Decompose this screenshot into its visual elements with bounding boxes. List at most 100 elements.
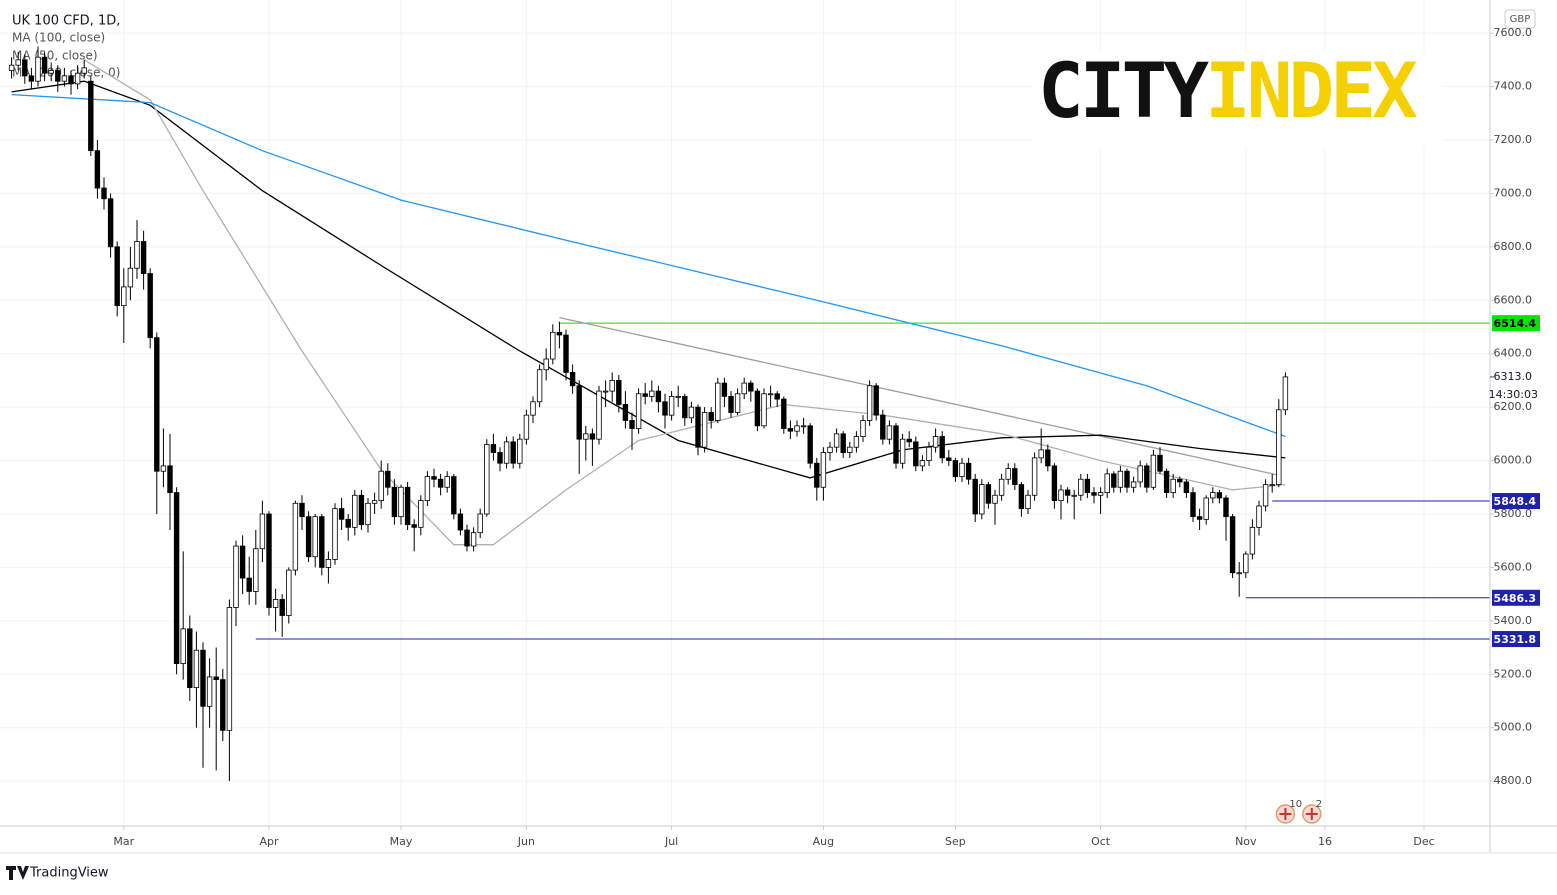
candle-body <box>94 150 101 189</box>
candle-body <box>992 494 998 504</box>
candle-body <box>61 75 68 82</box>
candle-body <box>939 436 945 459</box>
candle-body <box>444 476 450 488</box>
candle-body <box>814 462 820 488</box>
candle-body <box>946 457 952 461</box>
y-tick-label: 7400.0 <box>1494 80 1533 93</box>
candle-body <box>662 401 668 416</box>
candle-body <box>602 390 609 393</box>
candle-body <box>1051 465 1058 502</box>
candle-body <box>272 599 279 608</box>
candle-body <box>754 390 761 427</box>
current-price-label: 6313.0 <box>1494 370 1533 383</box>
candle-body <box>913 441 919 467</box>
candle-body <box>279 599 285 616</box>
candle-body <box>206 676 213 707</box>
currency: GBP <box>1510 14 1531 25</box>
candle-body <box>926 446 932 461</box>
candle-body <box>866 385 873 421</box>
x-tick-label: Dec <box>1413 835 1434 848</box>
candle-body <box>589 433 596 440</box>
candle-body <box>563 334 569 373</box>
candle-body <box>292 502 299 571</box>
candle-body <box>490 444 497 453</box>
candle-body <box>28 75 35 82</box>
candle-body <box>840 433 846 453</box>
candle-body <box>655 390 662 403</box>
candle-body <box>121 286 127 307</box>
moving-average <box>83 59 1286 546</box>
y-tick-label: 6200.0 <box>1494 400 1533 413</box>
candle-body <box>741 382 747 395</box>
candle-body <box>411 524 417 528</box>
candle-body <box>88 80 94 152</box>
legend: UK 100 CFD, 1D, MA (100, close) MA (50, … <box>12 14 120 80</box>
footer: TradingView <box>6 866 109 881</box>
candle-body <box>200 649 206 707</box>
candle-body <box>352 494 358 528</box>
x-tick-label: Aug <box>813 835 834 848</box>
candle-body <box>312 516 318 558</box>
candle-body <box>695 406 701 448</box>
candle-body <box>226 607 233 731</box>
y-tick-label: 6800.0 <box>1494 240 1533 253</box>
y-tick-label: 7200.0 <box>1494 133 1533 146</box>
y-tick-label: 7600.0 <box>1494 26 1533 39</box>
candle-body <box>761 393 767 427</box>
candle-body <box>1276 409 1282 485</box>
candle-body <box>853 436 860 448</box>
candle-body <box>470 532 477 547</box>
legend-entry: MA (50, close) <box>12 49 98 63</box>
candle-body <box>378 470 384 502</box>
candle-body <box>398 486 404 518</box>
logo-index: INDEX <box>1205 46 1417 135</box>
candle-body <box>233 545 239 608</box>
x-tick-label: Nov <box>1235 835 1257 848</box>
candle-body <box>213 676 219 681</box>
level-label-box <box>1492 315 1540 332</box>
candle-body <box>220 679 226 731</box>
candle-body <box>503 441 510 464</box>
level-label-box <box>1492 631 1540 648</box>
y-tick-label: 4800.0 <box>1494 774 1533 787</box>
candle-body <box>748 382 754 392</box>
candle-body <box>1097 492 1104 496</box>
footer-text[interactable]: TradingView <box>29 866 109 881</box>
candle-body <box>1216 492 1223 499</box>
candle-body <box>101 187 107 200</box>
candle-body <box>371 500 378 504</box>
candle-body <box>424 476 431 502</box>
candle-body <box>688 406 695 419</box>
candle-body <box>22 59 28 77</box>
candle-body <box>246 577 252 592</box>
x-tick-label: Sep <box>945 835 966 848</box>
candle-body <box>332 508 338 560</box>
candle-body <box>1256 505 1262 528</box>
y-tick-label: 5600.0 <box>1494 560 1533 573</box>
level-label: 5486.3 <box>1494 592 1536 605</box>
candle-body <box>807 425 813 464</box>
chart-title: UK 100 CFD, 1D, <box>12 14 120 29</box>
event-count: 10 <box>1289 799 1302 810</box>
level-label-box <box>1492 493 1540 510</box>
candle-body <box>668 396 675 416</box>
x-tick-label: 16 <box>1318 835 1332 848</box>
candle-body <box>1038 449 1044 459</box>
candle-body <box>609 380 615 392</box>
candle-body <box>576 385 582 440</box>
candle-body <box>1229 516 1236 574</box>
event-flag <box>1279 808 1292 820</box>
candle-body <box>543 358 549 371</box>
moving-average <box>11 80 1286 479</box>
candle-body <box>48 70 54 74</box>
candle-body <box>1091 492 1097 496</box>
candle-body <box>965 462 972 480</box>
candle-body <box>239 545 246 579</box>
candle-body <box>1018 484 1025 510</box>
candle-body <box>167 465 173 494</box>
candle-body <box>1144 465 1150 488</box>
candle-body <box>187 628 193 689</box>
candle-body <box>556 331 563 336</box>
candle-body <box>616 380 622 405</box>
